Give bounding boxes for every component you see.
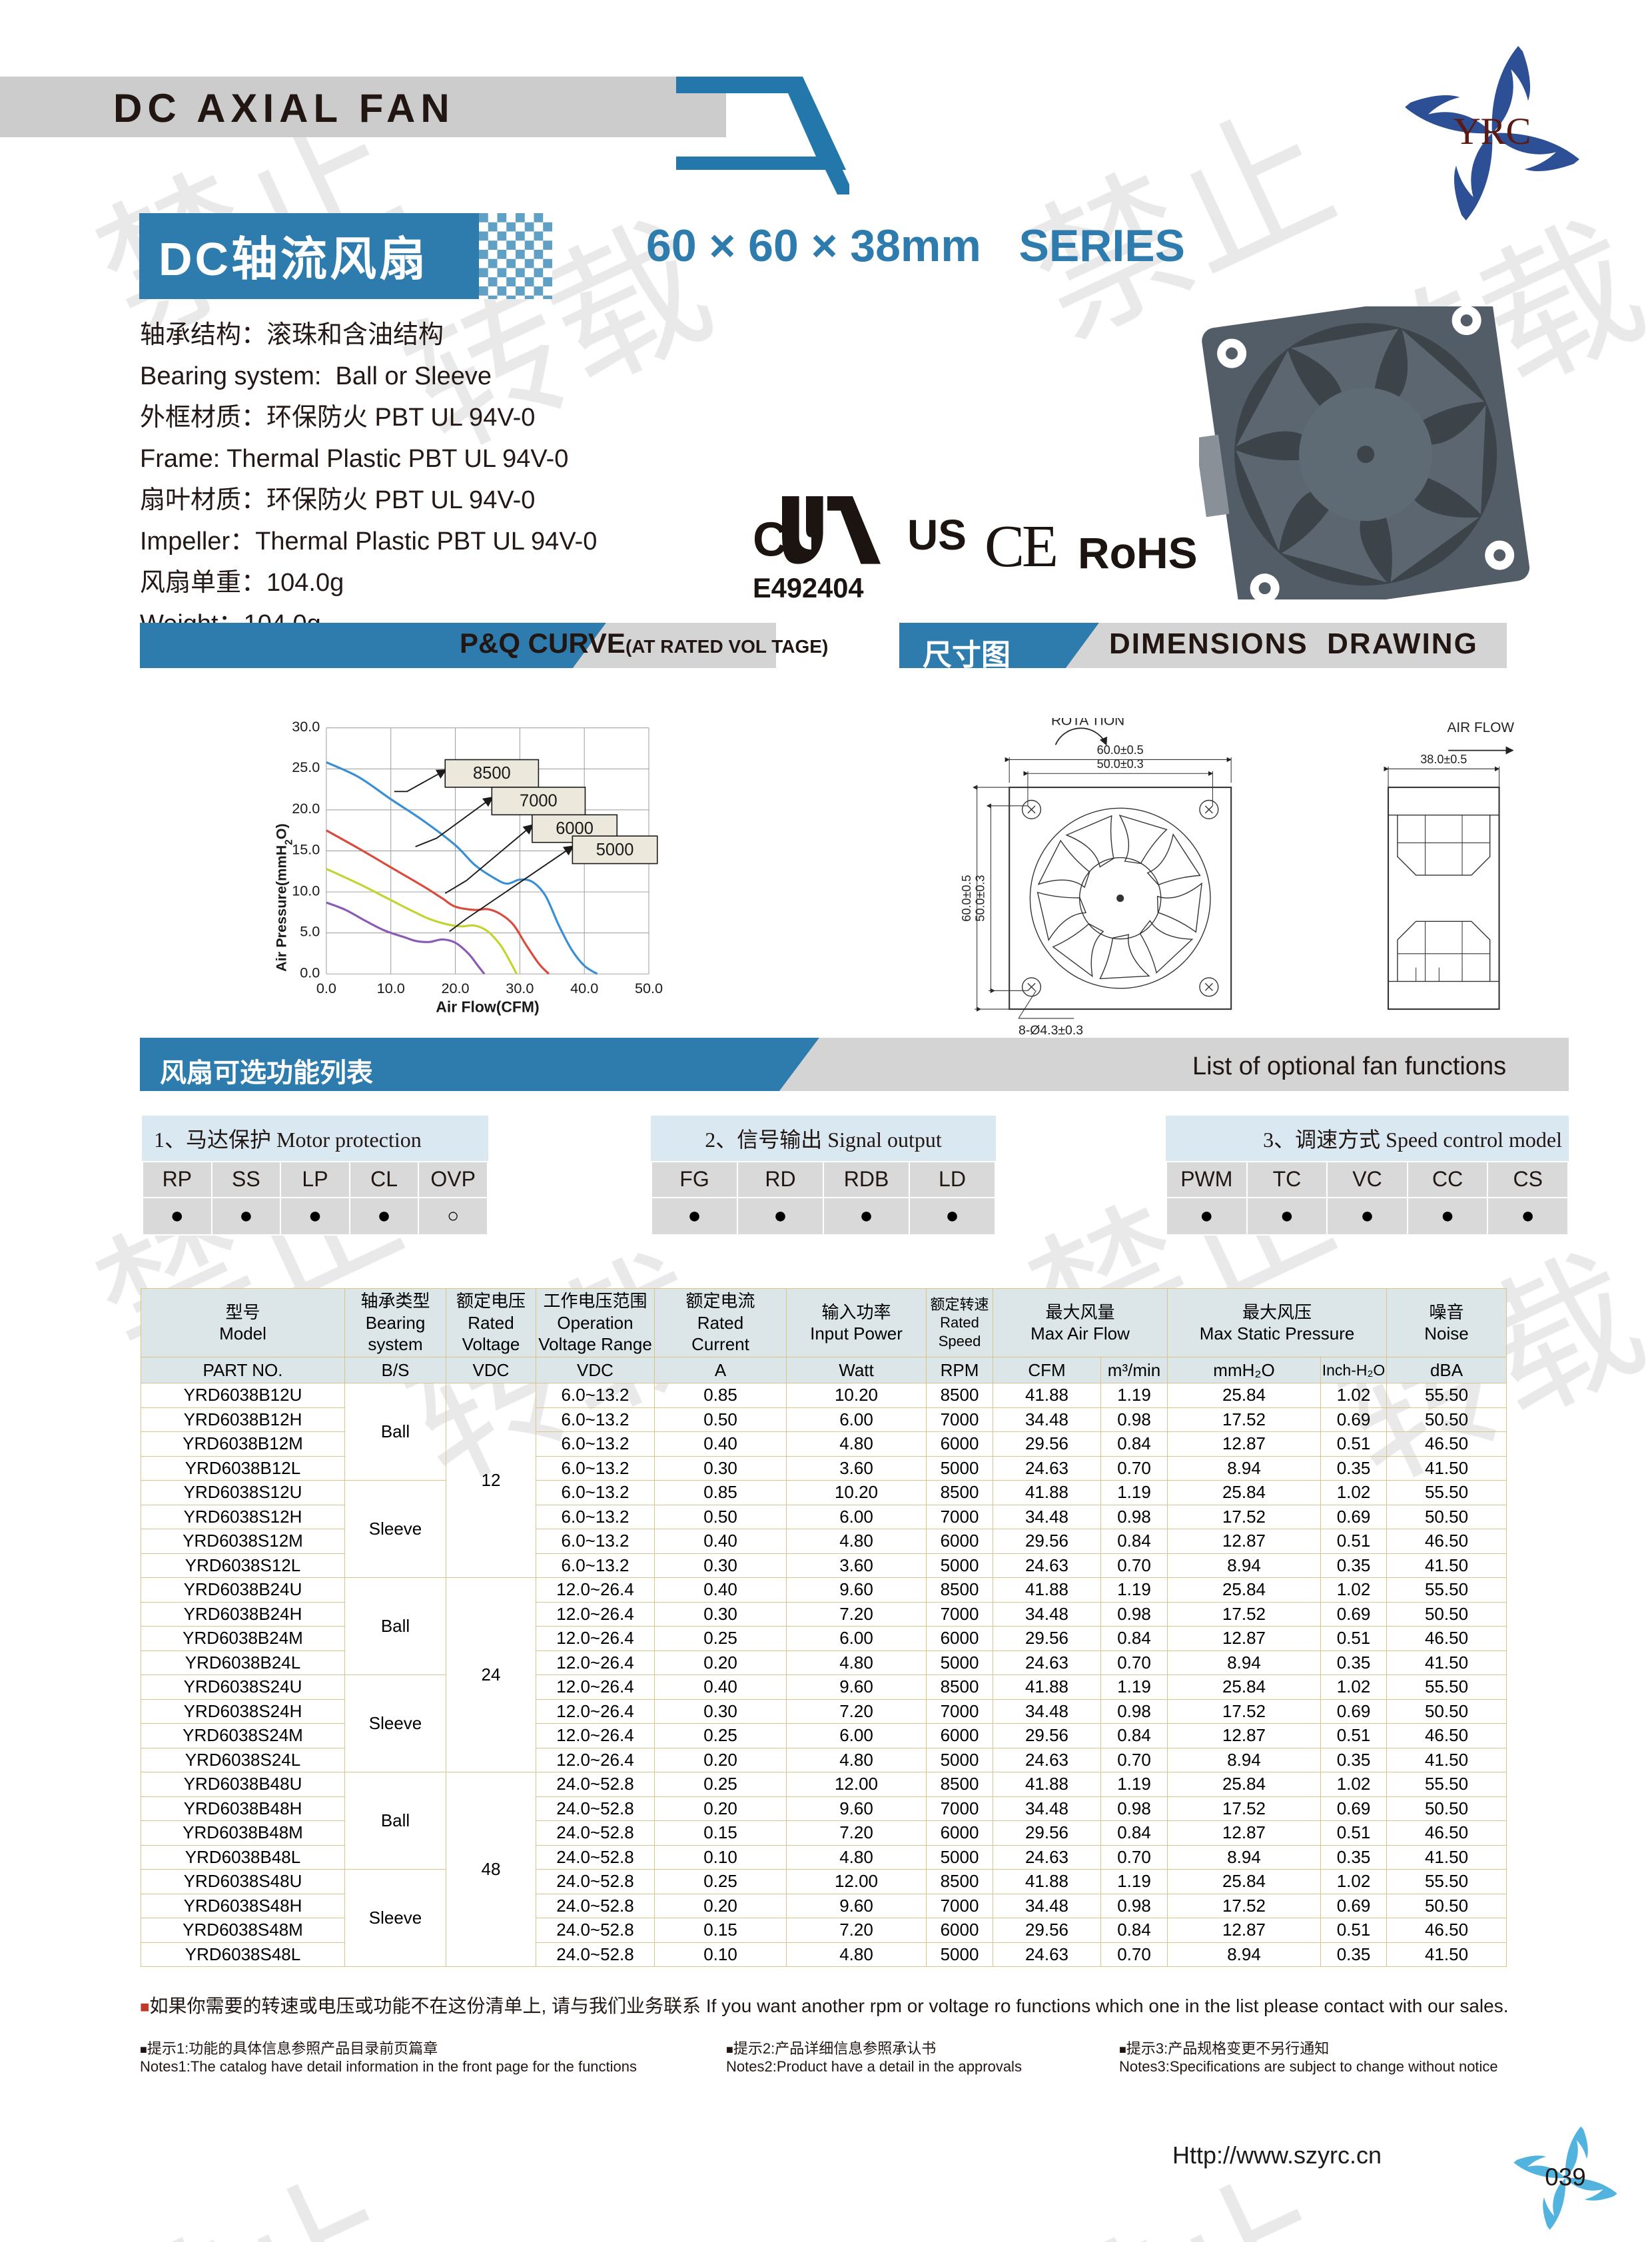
svg-text:E: E <box>1022 516 1058 579</box>
svg-text:30.0: 30.0 <box>292 719 320 735</box>
svg-text:50.0±0.3: 50.0±0.3 <box>1097 757 1144 771</box>
svg-text:6000: 6000 <box>556 819 594 838</box>
svg-text:0.0: 0.0 <box>300 964 320 980</box>
svg-text:10.0: 10.0 <box>377 980 405 996</box>
svg-text:15.0: 15.0 <box>292 841 320 858</box>
svg-text:10.0: 10.0 <box>292 882 320 899</box>
svg-text:30.0: 30.0 <box>506 980 534 996</box>
svg-text:50.0: 50.0 <box>635 980 663 996</box>
svg-text:40.0: 40.0 <box>570 980 598 996</box>
svg-text:Air Flow(CFM): Air Flow(CFM) <box>436 998 539 1016</box>
svg-text:60.0±0.5: 60.0±0.5 <box>960 875 973 922</box>
svg-text:C: C <box>985 516 1025 579</box>
svg-text:20.0: 20.0 <box>292 800 320 817</box>
svg-text:039: 039 <box>1545 2163 1585 2191</box>
svg-text:7000: 7000 <box>520 792 558 811</box>
svg-text:60.0±0.5: 60.0±0.5 <box>1097 743 1144 757</box>
svg-text:5.0: 5.0 <box>300 923 320 940</box>
svg-text:50.0±0.3: 50.0±0.3 <box>974 875 987 922</box>
svg-text:Air Pressure(mmH2O): Air Pressure(mmH2O) <box>272 823 294 972</box>
svg-text:20.0: 20.0 <box>441 980 469 996</box>
svg-text:AIR FLOW: AIR FLOW <box>1447 720 1515 735</box>
svg-text:8-Ø4.3±0.3: 8-Ø4.3±0.3 <box>1019 1023 1083 1038</box>
svg-text:8500: 8500 <box>473 764 511 783</box>
svg-text:YRC: YRC <box>1453 111 1531 153</box>
svg-text:ROTA TION: ROTA TION <box>1051 718 1124 728</box>
svg-text:38.0±0.5: 38.0±0.5 <box>1420 753 1467 766</box>
svg-text:US: US <box>907 511 966 559</box>
svg-text:25.0: 25.0 <box>292 759 320 775</box>
svg-text:E492404: E492404 <box>753 572 864 603</box>
svg-text:5000: 5000 <box>596 841 634 859</box>
svg-text:0.0: 0.0 <box>316 980 336 996</box>
